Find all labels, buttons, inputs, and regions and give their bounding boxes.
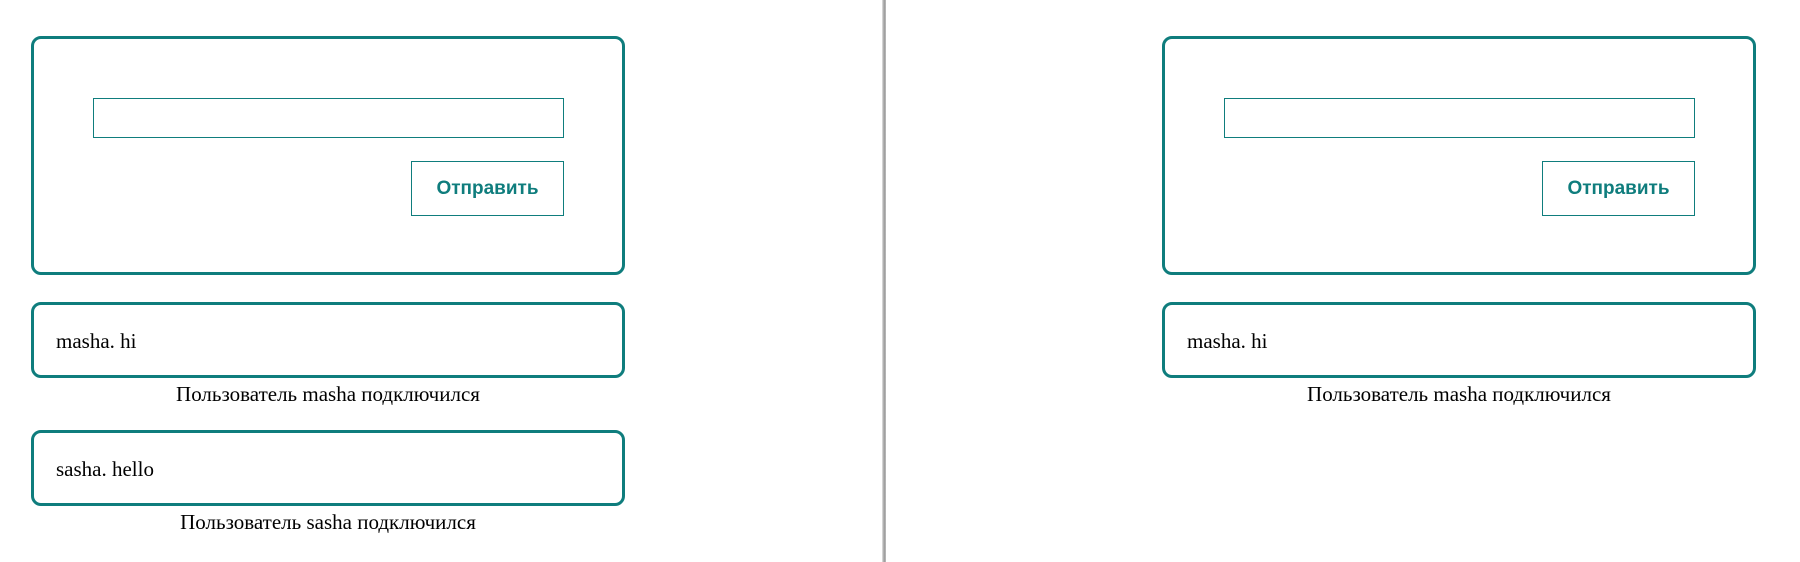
send-button[interactable]: Отправить [1542,161,1695,216]
message-form: Отправить [1162,36,1756,275]
message-card: sasha. hello [31,430,625,506]
message-text: masha. hi [56,329,137,353]
message-input[interactable] [93,98,564,138]
message-text: masha. hi [1187,329,1268,353]
message-input[interactable] [1224,98,1695,138]
connection-status: Пользователь sasha подключился [180,510,476,534]
connection-status: Пользователь masha подключился [176,382,480,406]
connection-status: Пользователь masha подключился [1307,382,1611,406]
send-button[interactable]: Отправить [411,161,564,216]
message-text: sasha. hello [56,457,154,481]
left-window: Отправить masha. hi Пользователь masha п… [0,0,882,562]
right-window: Отправить masha. hi Пользователь masha п… [886,0,1800,562]
window-divider[interactable] [882,0,886,562]
message-card: masha. hi [1162,302,1756,378]
message-card: masha. hi [31,302,625,378]
message-form: Отправить [31,36,625,275]
